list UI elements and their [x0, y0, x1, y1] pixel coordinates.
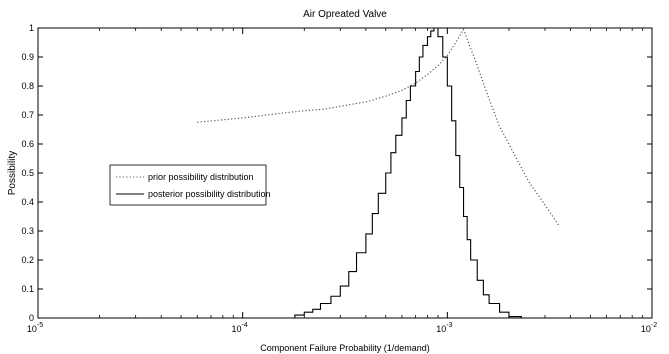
x-tick-label-exponent: -5	[37, 322, 43, 329]
legend-box	[109, 164, 267, 206]
posterior-distribution-line	[197, 27, 559, 319]
x-tick-label: 10-4	[232, 322, 248, 334]
y-tick-label: 0.4	[21, 197, 34, 207]
x-tick-label-base: 10	[27, 324, 37, 334]
y-axis-label: Possibility	[7, 151, 18, 195]
y-tick-label: 0.1	[21, 284, 34, 294]
x-tick-label: 10-5	[27, 322, 43, 334]
series-layer	[197, 27, 560, 319]
y-tick-label: 0.5	[21, 168, 34, 178]
y-tick-label: 0.7	[21, 110, 34, 120]
x-tick-label-base: 10	[436, 324, 446, 334]
prior-distribution-line	[197, 28, 560, 226]
x-tick-label-exponent: -2	[651, 322, 657, 329]
legend: prior possibility distribution posterior …	[109, 164, 271, 206]
legend-label: prior possibility distribution	[148, 172, 254, 182]
x-tick-label-exponent: -3	[446, 322, 452, 329]
y-tick-label: 0	[29, 313, 34, 323]
y-tick-label: 0.8	[21, 81, 34, 91]
y-tick-label: 0.9	[21, 52, 34, 62]
x-tick-label-base: 10	[232, 324, 242, 334]
x-axis-label: Component Failure Probability (1/demand)	[260, 343, 430, 353]
y-tick-label: 0.2	[21, 255, 34, 265]
x-tick-label-exponent: -4	[242, 322, 248, 329]
y-tick-label: 0.6	[21, 139, 34, 149]
chart-title: Air Opreated Valve	[303, 9, 387, 20]
x-tick-label: 10-3	[436, 322, 452, 334]
legend-label: posterior possibility distribution	[148, 189, 271, 199]
y-tick-label: 1	[29, 23, 34, 33]
y-tick-label: 0.3	[21, 226, 34, 236]
x-tick-label: 10-2	[641, 322, 657, 334]
x-tick-label-base: 10	[641, 324, 651, 334]
